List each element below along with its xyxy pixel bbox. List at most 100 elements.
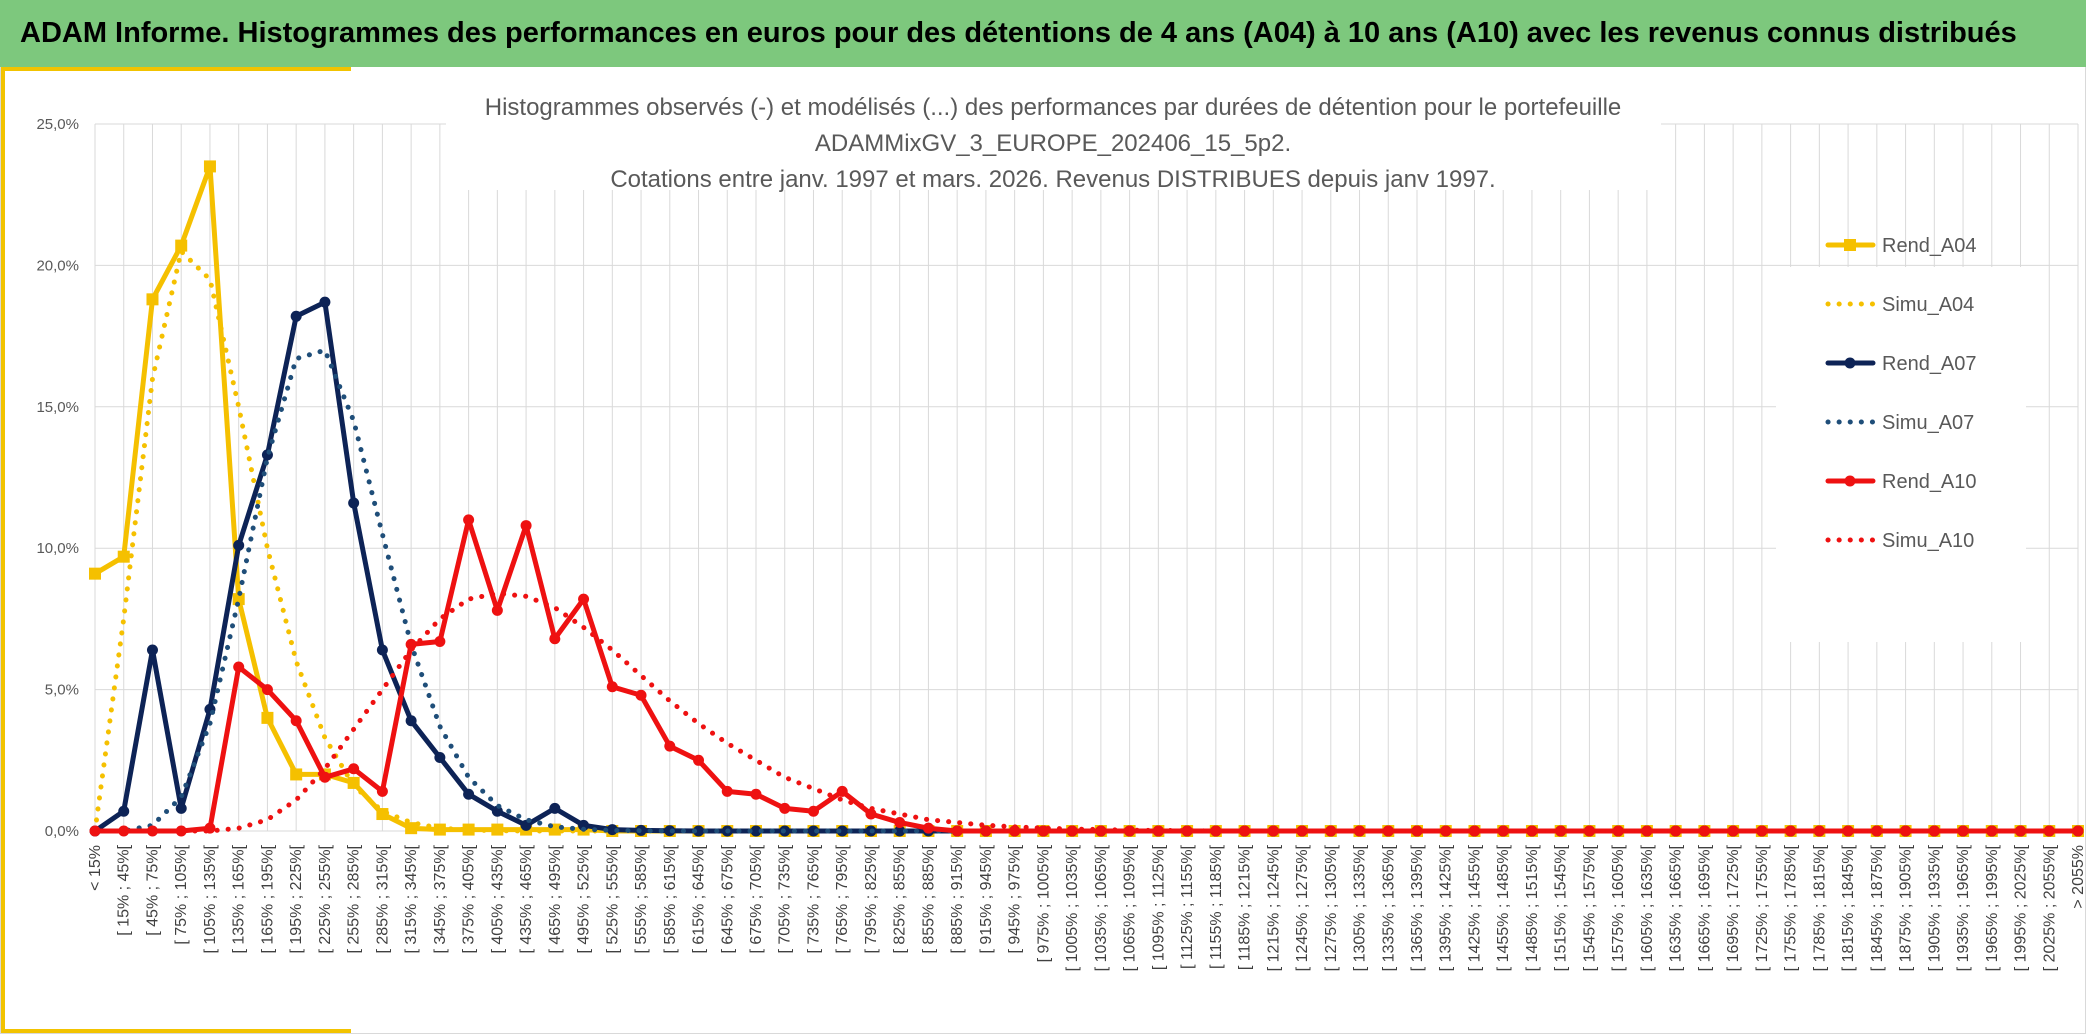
page-banner: ADAM Informe. Histogrammes des performan…: [0, 0, 2086, 67]
corner-accent-bottom: [1, 1029, 351, 1033]
data-point-Rend_A10: [2072, 825, 2084, 837]
chart-title-line-3: Cotations entre janv. 1997 et mars. 2026…: [610, 166, 1495, 193]
data-point-Rend_A10: [1267, 825, 1279, 837]
x-tick-label: [ 735% ; 765%[: [805, 844, 822, 953]
x-tick-label: [ 2025% ; 2055%[: [2041, 844, 2058, 971]
x-tick-label: [ 1245% ; 1275%[: [1294, 844, 1311, 971]
gridlines: [94, 123, 2079, 832]
data-point-Rend_A10: [1670, 825, 1682, 837]
x-tick-label: [ 585% ; 615%[: [662, 844, 679, 953]
data-point-Rend_A10: [865, 808, 877, 820]
data-point-Rend_A10: [1727, 825, 1739, 837]
data-point-Rend_A10: [606, 681, 618, 693]
x-tick-label: [ 1815% ; 1845%[: [1840, 844, 1857, 971]
data-point-Rend_A07: [175, 802, 187, 814]
x-tick-label: [ 1935% ; 1965%[: [1955, 844, 1972, 971]
data-point-Rend_A07: [376, 644, 388, 656]
data-point-Rend_A10: [118, 825, 130, 837]
data-point-Rend_A07: [348, 497, 360, 509]
x-tick-label: [ 1995% ; 2025%[: [2013, 844, 2030, 971]
x-tick-label: [ 1515% ; 1545%[: [1553, 844, 1570, 971]
data-point-Rend_A10: [922, 822, 934, 834]
data-point-Rend_A10: [2015, 825, 2027, 837]
data-point-Rend_A10: [578, 593, 590, 605]
data-point-Rend_A07: [434, 751, 446, 763]
x-tick-label: [ 75% ; 105%[: [173, 844, 190, 944]
data-point-Rend_A04: [462, 823, 475, 836]
data-point-Rend_A10: [721, 785, 733, 797]
data-point-Rend_A04: [117, 550, 130, 563]
data-point-Rend_A10: [980, 825, 992, 837]
series-line-Simu_A10: [92, 590, 2081, 834]
x-tick-label: [ 885% ; 915%[: [949, 844, 966, 953]
x-tick-label: [ 315% ; 345%[: [403, 844, 420, 953]
x-tick-label: [ 1575% ; 1605%[: [1610, 844, 1627, 971]
data-point-Rend_A10: [549, 633, 561, 645]
data-point-Rend_A07: [290, 310, 302, 322]
data-point-Rend_A10: [1239, 825, 1251, 837]
x-tick-label: [ 1005% ; 1035%[: [1064, 844, 1081, 971]
corner-accent-left: [1, 67, 5, 1030]
x-tick-label: [ 945% ; 975%[: [1007, 844, 1024, 953]
x-tick-label: [ 975% ; 1005%[: [1035, 844, 1052, 962]
data-point-Rend_A07: [146, 644, 158, 656]
data-point-Rend_A10: [1813, 825, 1825, 837]
data-point-Rend_A04: [232, 593, 245, 606]
x-tick-label: [ 1785% ; 1815%[: [1811, 844, 1828, 971]
legend-marker-Rend_A10: [1844, 475, 1856, 487]
data-point-Rend_A10: [807, 805, 819, 817]
x-tick-label: [ 855% ; 885%[: [920, 844, 937, 953]
legend-label-Simu_A10: Simu_A10: [1882, 530, 1974, 552]
chart-title-line-1: Histogrammes observés (-) et modélisés (…: [485, 94, 1622, 121]
chart-frame: Histogrammes observés (-) et modélisés (…: [0, 67, 2086, 1034]
data-point-Rend_A04: [405, 822, 418, 835]
data-point-Rend_A10: [1382, 825, 1394, 837]
x-tick-label: [ 1845% ; 1875%[: [1869, 844, 1886, 971]
x-tick-label: [ 675% ; 705%[: [748, 844, 765, 953]
x-tick-label: > 2055%: [2070, 845, 2086, 909]
x-tick-label: [ 1035% ; 1065%[: [1093, 844, 1110, 971]
y-tick-label: 0,0%: [45, 823, 79, 840]
data-point-Rend_A10: [1181, 825, 1193, 837]
data-point-Rend_A07: [606, 824, 618, 836]
data-point-Rend_A07: [836, 825, 848, 837]
data-point-Rend_A04: [261, 711, 274, 724]
x-tick-label: [ 1635% ; 1665%[: [1668, 844, 1685, 971]
x-tick-label: [ 795% ; 825%[: [863, 844, 880, 953]
x-tick-label: [ 1545% ; 1575%[: [1581, 844, 1598, 971]
data-point-Rend_A10: [693, 754, 705, 766]
x-tick-label: [ 195% ; 225%[: [288, 844, 305, 953]
legend-label-Simu_A04: Simu_A04: [1882, 294, 1974, 316]
x-tick-label: [ 105% ; 135%[: [202, 844, 219, 953]
data-point-Rend_A10: [1583, 825, 1595, 837]
data-point-Rend_A04: [89, 567, 101, 580]
chart-title: Histogrammes observés (-) et modélisés (…: [446, 85, 1661, 193]
x-tick-label: [ 1185% ; 1215%[: [1237, 844, 1254, 970]
data-point-Rend_A10: [463, 514, 475, 526]
data-point-Rend_A07: [549, 802, 561, 814]
x-tick-label: < 15%: [87, 845, 104, 891]
data-point-Rend_A04: [175, 239, 188, 252]
data-point-Rend_A10: [520, 520, 532, 532]
x-tick-label: [ 1485% ; 1515%[: [1524, 844, 1541, 971]
x-tick-label: [ 1065% ; 1095%[: [1122, 844, 1139, 971]
x-tick-label: [ 1665% ; 1695%[: [1696, 844, 1713, 971]
x-tick-label: [ 1155% ; 1185%[: [1208, 844, 1225, 968]
x-tick-label: [ 705% ; 735%[: [777, 844, 794, 953]
legend-label-Rend_A07: Rend_A07: [1882, 353, 1977, 375]
data-point-Rend_A10: [233, 661, 245, 673]
y-tick-label: 10,0%: [36, 540, 79, 557]
y-tick-label: 20,0%: [36, 257, 79, 274]
data-point-Rend_A10: [1468, 825, 1480, 837]
x-tick-label: [ 1965% ; 1995%[: [1984, 844, 2001, 971]
data-point-Rend_A07: [578, 819, 590, 831]
data-point-Rend_A07: [233, 539, 245, 551]
x-tick-label: [ 345% ; 375%[: [432, 844, 449, 953]
x-tick-label: [ 615% ; 645%[: [691, 844, 708, 953]
y-tick-label: 15,0%: [36, 399, 79, 416]
x-tick-label: [ 825% ; 855%[: [892, 844, 909, 953]
y-tick-label: 25,0%: [36, 116, 79, 133]
data-point-Rend_A10: [750, 788, 762, 800]
x-tick-label: [ 1275% ; 1305%[: [1323, 844, 1340, 971]
data-point-Rend_A10: [664, 740, 676, 752]
